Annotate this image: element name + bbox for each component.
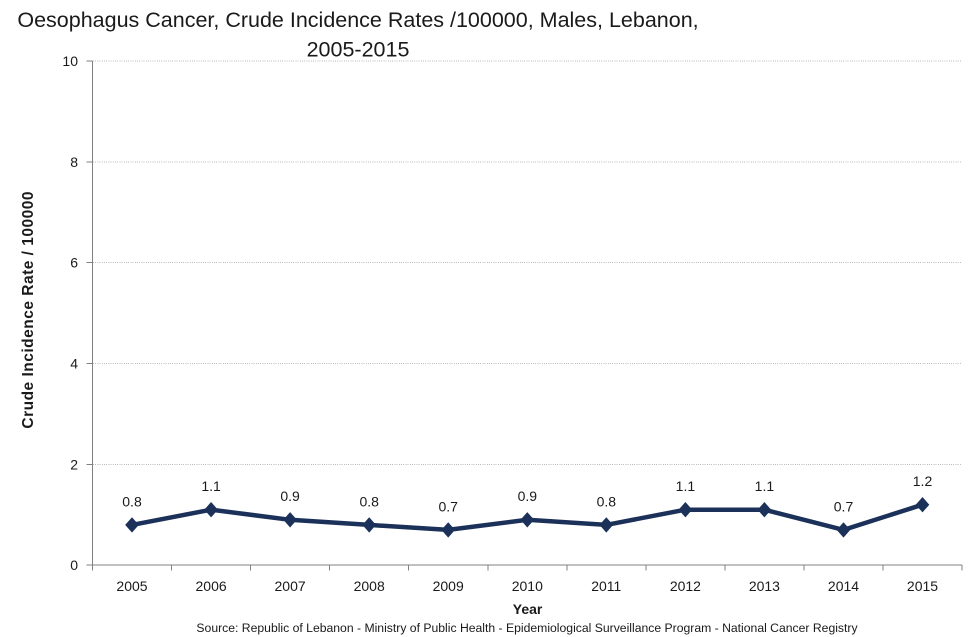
svg-text:0.7: 0.7 [834, 498, 854, 514]
svg-text:8: 8 [70, 154, 78, 170]
svg-text:2005: 2005 [116, 578, 147, 594]
svg-text:1.2: 1.2 [913, 473, 933, 489]
svg-text:2015: 2015 [907, 578, 938, 594]
svg-text:2: 2 [70, 456, 78, 472]
svg-text:0.7: 0.7 [438, 498, 458, 514]
svg-text:0.8: 0.8 [597, 493, 617, 509]
svg-text:1.1: 1.1 [676, 478, 696, 494]
svg-text:4: 4 [70, 356, 78, 372]
svg-text:Source: Republic of Lebanon -: Source: Republic of Lebanon - Ministry o… [196, 621, 858, 635]
svg-text:2012: 2012 [670, 578, 701, 594]
svg-text:0.9: 0.9 [518, 488, 538, 504]
svg-text:2010: 2010 [512, 578, 543, 594]
svg-text:0.9: 0.9 [280, 488, 300, 504]
svg-text:2007: 2007 [275, 578, 306, 594]
svg-text:2013: 2013 [749, 578, 780, 594]
svg-text:2006: 2006 [196, 578, 227, 594]
svg-text:1.1: 1.1 [201, 478, 221, 494]
svg-text:Year: Year [513, 601, 543, 617]
svg-text:2011: 2011 [591, 578, 621, 594]
svg-text:Crude Incidence Rate / 100000: Crude Incidence Rate / 100000 [20, 191, 37, 429]
svg-text:0.8: 0.8 [122, 493, 142, 509]
svg-text:2009: 2009 [433, 578, 464, 594]
svg-text:6: 6 [70, 255, 78, 271]
svg-text:0: 0 [70, 557, 78, 573]
svg-text:2008: 2008 [354, 578, 385, 594]
svg-text:1.1: 1.1 [755, 478, 775, 494]
svg-text:2014: 2014 [828, 578, 859, 594]
svg-text:2005-2015: 2005-2015 [307, 38, 410, 62]
svg-text:10: 10 [62, 53, 78, 69]
svg-text:0.8: 0.8 [359, 493, 379, 509]
svg-text:Oesophagus Cancer, Crude Incid: Oesophagus Cancer, Crude Incidence Rates… [17, 8, 698, 32]
